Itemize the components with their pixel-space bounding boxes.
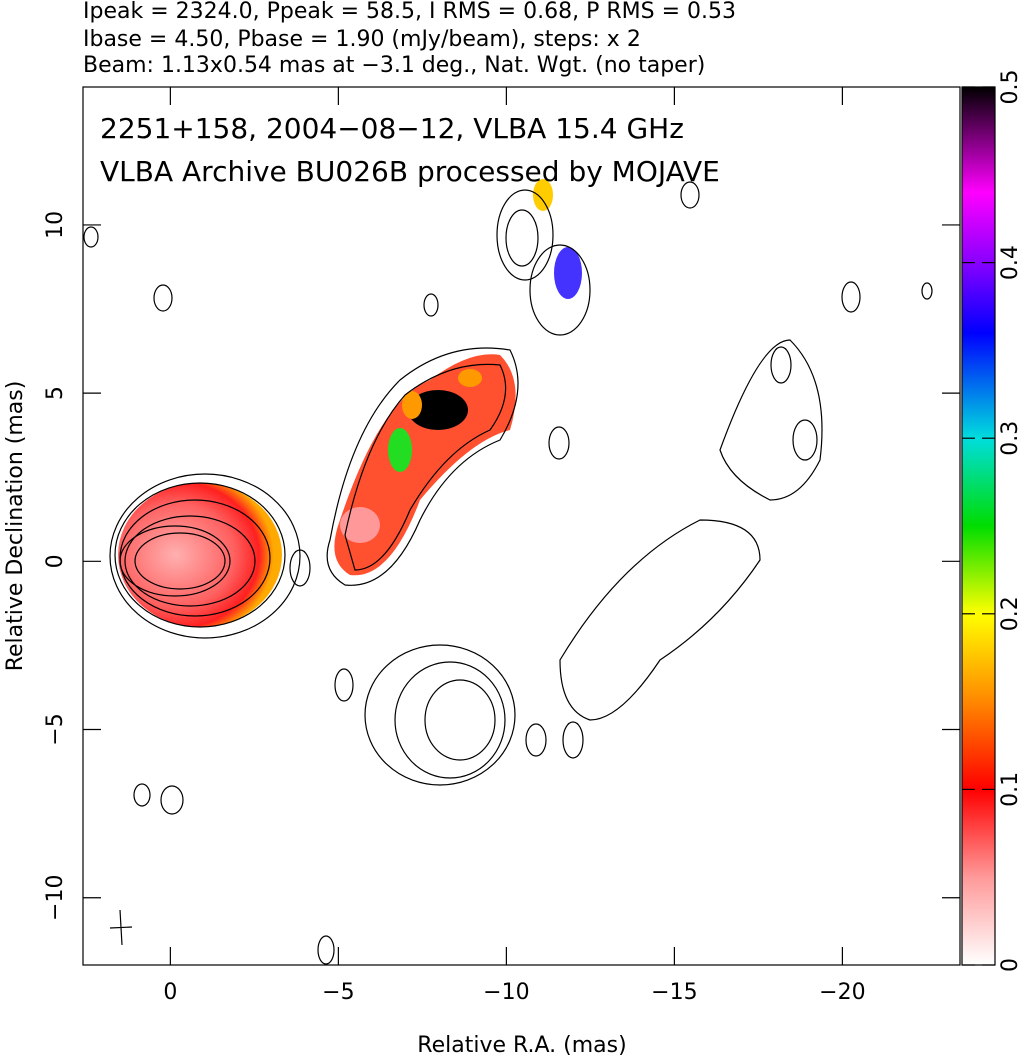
x-tick-label: −20 [819, 980, 865, 1005]
colorbar-tick-label: 0.4 [998, 245, 1022, 280]
title-line: Beam: 1.13x0.54 mas at −3.1 deg., Nat. W… [83, 53, 705, 78]
y-tick-label: 10 [43, 211, 68, 239]
annotation: VLBA Archive BU026B processed by MOJAVE [100, 155, 720, 188]
y-tick-label: −10 [43, 875, 68, 921]
y-tick-label: −5 [43, 713, 68, 745]
x-tick-label: 0 [163, 980, 177, 1005]
colorbar [961, 86, 996, 966]
title-line: Ibase = 4.50, Pbase = 1.90 (mJy/beam), s… [83, 27, 641, 52]
emission [83, 179, 933, 965]
annotation: 2251+158, 2004−08−12, VLBA 15.4 GHz [100, 112, 684, 145]
colorbar-tick-label: 0.5 [998, 70, 1022, 105]
title-line: Ipeak = 2324.0, Ppeak = 58.5, I RMS = 0.… [83, 0, 736, 24]
colorbar-tick-label: 0.1 [998, 772, 1022, 807]
x-tick-label: −10 [483, 980, 529, 1005]
plot-frame [82, 86, 961, 966]
colorbar-tick-label: 0.2 [998, 596, 1022, 631]
x-axis-label: Relative R.A. (mas) [417, 1033, 626, 1058]
colorbar-tick-label: 0.3 [998, 421, 1022, 456]
x-tick-label: −5 [322, 980, 354, 1005]
y-tick-label: 5 [43, 386, 68, 400]
y-axis-label: Relative Declination (mas) [3, 381, 28, 672]
colorbar-tick-label: 0 [998, 958, 1022, 972]
x-tick-label: −15 [651, 980, 697, 1005]
y-tick-label: 0 [43, 554, 68, 568]
